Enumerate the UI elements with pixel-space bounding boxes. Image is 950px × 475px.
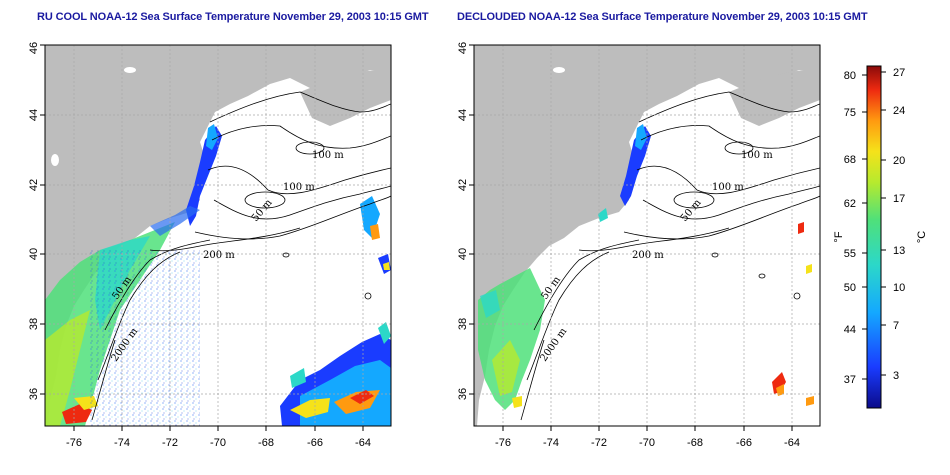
y-tick-label: 42 xyxy=(457,179,469,191)
x-tick-label: -70 xyxy=(210,437,226,449)
fahrenheit-unit-label: °F xyxy=(833,231,845,242)
celsius-tick: 3 xyxy=(893,370,899,382)
x-tick-label: -68 xyxy=(258,437,274,449)
x-tick-label: -74 xyxy=(114,437,130,449)
right-land xyxy=(474,45,820,426)
x-tick-label: -66 xyxy=(736,437,752,449)
left-map: 100 m 100 m 50 m 200 m 50 m 2000 m xyxy=(45,45,391,426)
contour-label: 200 m xyxy=(632,250,664,261)
x-tick-label: -72 xyxy=(591,437,607,449)
celsius-tick: 20 xyxy=(893,155,905,167)
x-tick-label: -74 xyxy=(543,437,559,449)
contour-label: 100 m xyxy=(312,150,344,161)
fahrenheit-tick: 75 xyxy=(844,107,856,119)
right-map: 100 m 100 m 50 m 200 m 50 m 2000 m xyxy=(474,45,820,426)
y-tick-label: 40 xyxy=(457,248,469,260)
left-map-title: RU COOL NOAA-12 Sea Surface Temperature … xyxy=(37,11,429,23)
left-land xyxy=(45,45,391,426)
right-axis-ticks xyxy=(469,44,793,431)
x-tick-label: -68 xyxy=(687,437,703,449)
contour-label: 100 m xyxy=(283,182,315,193)
celsius-tick: 24 xyxy=(893,105,905,117)
fahrenheit-tick: 55 xyxy=(844,248,856,260)
y-tick-label: 36 xyxy=(457,388,469,400)
x-tick-label: -72 xyxy=(162,437,178,449)
right-x-tick-labels: -76 -74 -72 -70 -68 -66 -64 xyxy=(495,437,800,449)
y-tick-label: 36 xyxy=(28,388,40,400)
right-y-tick-labels: 36 38 40 42 44 46 xyxy=(457,42,469,400)
fahrenheit-tick: 68 xyxy=(844,154,856,166)
x-tick-label: -76 xyxy=(495,437,511,449)
y-tick-label: 38 xyxy=(28,318,40,330)
contour-label: 200 m xyxy=(203,250,235,261)
celsius-tick: 27 xyxy=(893,67,905,79)
x-tick-label: -70 xyxy=(639,437,655,449)
colorbar: 80 75 68 62 55 50 44 37 27 24 20 17 13 1… xyxy=(833,65,928,409)
y-tick-label: 44 xyxy=(28,109,40,121)
fahrenheit-tick: 62 xyxy=(844,198,856,210)
colorbar-gradient xyxy=(866,65,882,409)
x-tick-label: -66 xyxy=(307,437,323,449)
y-tick-label: 40 xyxy=(28,248,40,260)
fahrenheit-tick: 37 xyxy=(844,374,856,386)
celsius-unit-label: °C xyxy=(916,231,928,243)
x-tick-label: -76 xyxy=(66,437,82,449)
y-tick-label: 42 xyxy=(28,179,40,191)
celsius-tick: 17 xyxy=(893,193,905,205)
x-tick-label: -64 xyxy=(355,437,371,449)
celsius-tick: 10 xyxy=(893,282,905,294)
left-axis-ticks xyxy=(40,44,364,431)
fahrenheit-tick: 44 xyxy=(844,324,856,336)
y-tick-label: 46 xyxy=(28,42,40,54)
right-map-title: DECLOUDED NOAA-12 Sea Surface Temperatur… xyxy=(457,11,868,23)
y-tick-label: 44 xyxy=(457,109,469,121)
left-y-tick-labels: 36 38 40 42 44 46 xyxy=(28,42,40,400)
contour-label: 100 m xyxy=(712,182,744,193)
celsius-tick: 13 xyxy=(893,245,905,257)
y-tick-label: 38 xyxy=(457,318,469,330)
fahrenheit-tick: 50 xyxy=(844,282,856,294)
contour-label: 100 m xyxy=(741,150,773,161)
y-tick-label: 46 xyxy=(457,42,469,54)
fahrenheit-tick: 80 xyxy=(844,70,856,82)
x-tick-label: -64 xyxy=(784,437,800,449)
celsius-tick: 7 xyxy=(893,320,899,332)
right-sst-offshore xyxy=(772,372,786,394)
left-x-tick-labels: -76 -74 -72 -70 -68 -66 -64 xyxy=(66,437,371,449)
